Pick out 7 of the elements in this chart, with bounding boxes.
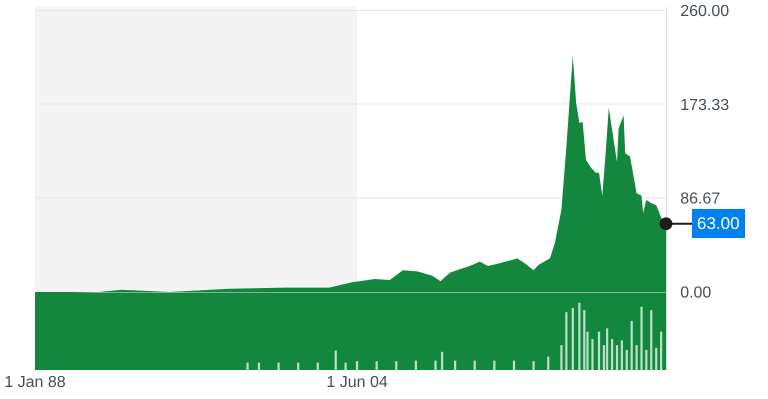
annotation: 63.00 — [697, 214, 740, 233]
x-tick-label: 1 Jun 04 — [326, 374, 388, 391]
y-tick-label: 86.67 — [680, 190, 720, 208]
y-tick-label: 173.33 — [680, 96, 730, 114]
y-tick-label: 0.00 — [680, 284, 712, 302]
x-tick-label: 1 Jan 88 — [4, 374, 66, 391]
y-tick-label: 260.00 — [680, 2, 730, 20]
